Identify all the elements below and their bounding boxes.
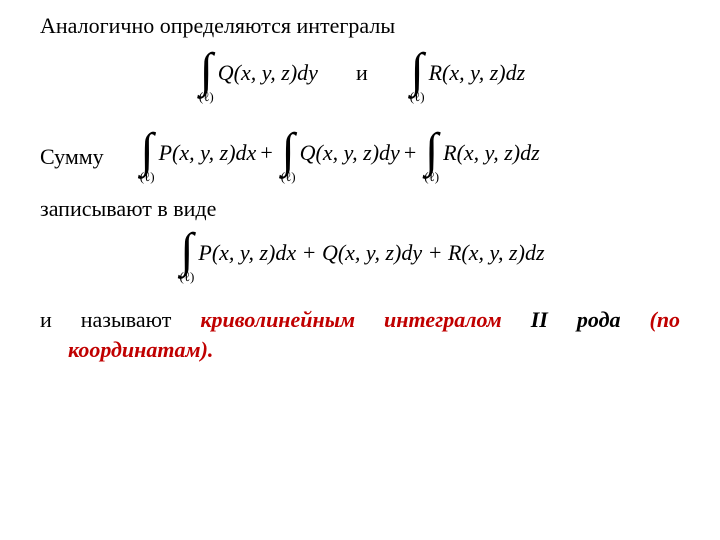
term-q: Q(x, y, z)dy bbox=[218, 60, 318, 96]
row-full-integral: ∫ (ℓ) P(x, y, z)dx + Q(x, y, z)dy + R(x,… bbox=[40, 231, 680, 285]
final-mid: II bbox=[531, 307, 548, 332]
final-line1: и называют криволинейным интегралом II р… bbox=[40, 305, 680, 335]
final-mid2: рода bbox=[577, 307, 621, 332]
integral-sign-icon: ∫ bbox=[411, 51, 424, 91]
integral-sub: (ℓ) bbox=[140, 169, 155, 185]
integral-sign-icon: ∫ bbox=[425, 131, 438, 171]
integral-sign-icon: ∫ bbox=[180, 231, 193, 271]
intro-text: Аналогично определяются интегралы bbox=[40, 12, 680, 41]
final-line2: координатам). bbox=[40, 335, 680, 365]
final-red2: (по bbox=[650, 307, 681, 332]
term-full: P(x, y, z)dx + Q(x, y, z)dy + R(x, y, z)… bbox=[198, 240, 544, 276]
row-integrals-qr: ∫ (ℓ) Q(x, y, z)dy и ∫ (ℓ) R(x, y, z)dz bbox=[40, 51, 680, 105]
integral-sign-icon: ∫ bbox=[141, 131, 154, 171]
plus-icon: + bbox=[256, 140, 276, 176]
final-red3: координатам). bbox=[68, 337, 213, 362]
final-prefix: и называют bbox=[40, 307, 171, 332]
row-sum: Сумму ∫ (ℓ) P(x, y, z)dx + ∫ (ℓ) Q(x, y,… bbox=[40, 131, 680, 185]
written-as-text: записывают в виде bbox=[40, 195, 680, 224]
integral-full: ∫ (ℓ) bbox=[179, 231, 194, 285]
integral-sign-icon: ∫ bbox=[200, 51, 213, 91]
integral-q: ∫ (ℓ) bbox=[199, 51, 214, 105]
integral-r2: ∫ (ℓ) bbox=[424, 131, 439, 185]
term-r: R(x, y, z)dz bbox=[429, 60, 526, 96]
integral-sub: (ℓ) bbox=[281, 169, 296, 185]
final-red1: криволинейным интегралом bbox=[200, 307, 501, 332]
sum-label: Сумму bbox=[40, 143, 104, 172]
integral-sub: (ℓ) bbox=[179, 269, 194, 285]
term-q2: Q(x, y, z)dy bbox=[300, 140, 400, 176]
integral-sub: (ℓ) bbox=[410, 89, 425, 105]
integral-sub: (ℓ) bbox=[199, 89, 214, 105]
integral-p: ∫ (ℓ) bbox=[140, 131, 155, 185]
integral-q2: ∫ (ℓ) bbox=[281, 131, 296, 185]
final-paragraph: и называют криволинейным интегралом II р… bbox=[40, 305, 680, 364]
term-r2: R(x, y, z)dz bbox=[443, 140, 540, 176]
integral-r: ∫ (ℓ) bbox=[410, 51, 425, 105]
and-text: и bbox=[356, 60, 368, 96]
page-root: Аналогично определяются интегралы ∫ (ℓ) … bbox=[0, 0, 720, 365]
term-p: P(x, y, z)dx bbox=[159, 140, 257, 176]
plus-icon: + bbox=[400, 140, 420, 176]
integral-sign-icon: ∫ bbox=[282, 131, 295, 171]
integral-sub: (ℓ) bbox=[424, 169, 439, 185]
